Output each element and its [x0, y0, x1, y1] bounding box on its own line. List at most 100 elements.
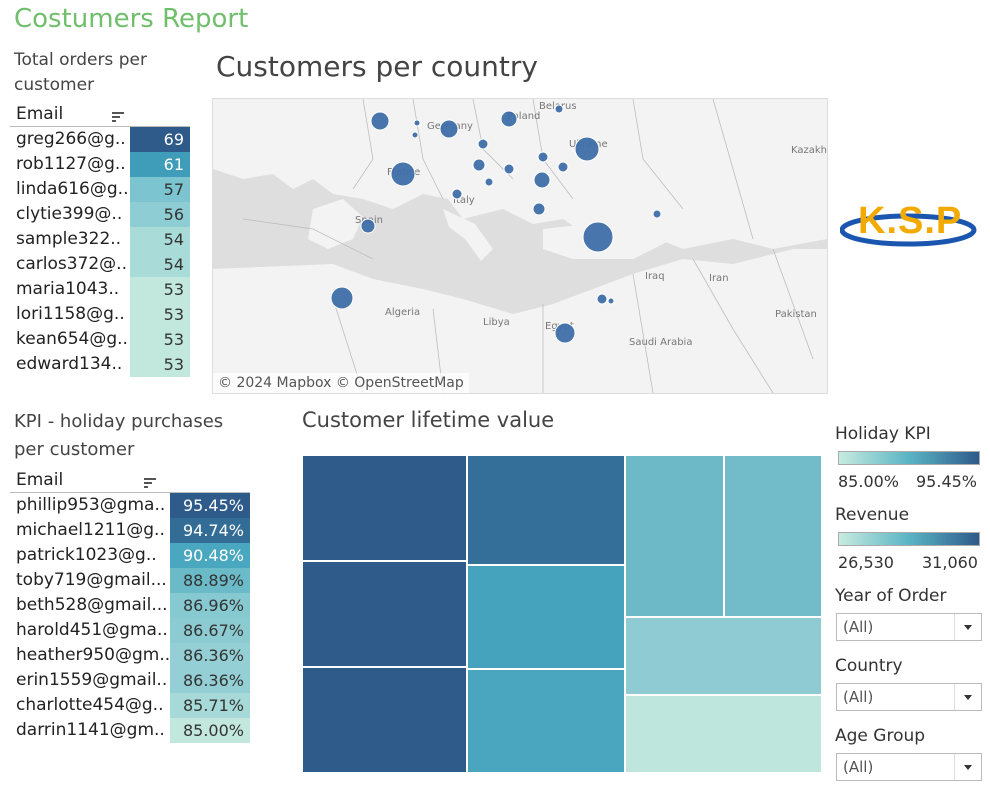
row-value-cell: 85.71% [170, 693, 250, 718]
row-value-cell: 53 [130, 327, 190, 352]
country-filter-label: Country [835, 656, 903, 676]
map-label-pakistan: Pakistan [775, 309, 817, 320]
row-value-cell: 69 [130, 127, 190, 152]
row-value-cell: 90.48% [170, 543, 250, 568]
kpi-table-body: phillip953@gma.. 95.45% michael1211@g.. 94.… [10, 493, 250, 743]
row-value-cell: 54 [130, 227, 190, 252]
map-bubble [554, 104, 564, 114]
map-bubble [390, 161, 416, 187]
table-row[interactable]: heather950@gm.. 86.36% [10, 643, 250, 668]
table-row[interactable]: greg266@g.. 69 [10, 127, 190, 152]
table-row[interactable]: beth528@gmail... 86.96% [10, 593, 250, 618]
age-group-filter-dropdown[interactable]: (All) [836, 753, 982, 781]
row-value-cell: 57 [130, 177, 190, 202]
age-group-filter-label: Age Group [835, 726, 926, 746]
map-bubble [607, 297, 615, 305]
row-email: maria1043.. [16, 279, 120, 299]
treemap-cell[interactable] [625, 455, 724, 617]
table-row[interactable]: toby719@gmail... 88.89% [10, 568, 250, 593]
kpi-section-title: KPI - holiday purchases per customer [14, 408, 223, 464]
row-email: rob1127@g.. [16, 154, 126, 174]
map-bubble [500, 110, 518, 128]
row-value-cell: 54 [130, 252, 190, 277]
chevron-down-icon[interactable] [954, 614, 981, 640]
table-row[interactable]: lori1158@g.. 53 [10, 302, 190, 327]
table-row[interactable]: patrick1023@g.. 90.48% [10, 543, 250, 568]
map-bubble [582, 221, 614, 253]
row-value-cell: 61 [130, 152, 190, 177]
lifetime-value-treemap [302, 455, 822, 773]
ksp-logo-text: K.S.P [858, 200, 963, 242]
chevron-down-icon[interactable] [954, 684, 981, 710]
treemap-cell[interactable] [625, 617, 822, 695]
holiday-kpi-min: 85.00% [838, 472, 900, 491]
table-row[interactable]: charlotte454@g.. 85.71% [10, 693, 250, 718]
table-row[interactable]: clytie399@.. 56 [10, 202, 190, 227]
table-row[interactable]: kean654@g.. 53 [10, 327, 190, 352]
row-email: sample322.. [16, 229, 122, 249]
treemap-cell[interactable] [467, 455, 625, 565]
table-row[interactable]: linda616@g.. 57 [10, 177, 190, 202]
row-email: erin1559@gmail.. [16, 670, 168, 690]
treemap-cell[interactable] [302, 455, 467, 561]
map-bubble [503, 163, 515, 175]
orders-email-header: Email [16, 104, 64, 124]
treemap-cell[interactable] [302, 667, 467, 773]
table-row[interactable]: harold451@gma.. 86.67% [10, 618, 250, 643]
row-email: lori1158@g.. [16, 304, 125, 324]
treemap-cell[interactable] [625, 695, 822, 773]
row-value-cell: 95.45% [170, 493, 250, 518]
treemap-cell[interactable] [467, 669, 625, 773]
map-bubbles [330, 104, 662, 344]
kpi-title-line1: KPI - holiday purchases [14, 411, 224, 432]
row-email: heather950@gm.. [16, 645, 171, 665]
sort-icon[interactable] [144, 478, 156, 488]
table-row[interactable]: erin1559@gmail.. 86.36% [10, 668, 250, 693]
holiday-kpi-gradient [838, 451, 980, 465]
row-value-cell: 86.67% [170, 618, 250, 643]
table-row[interactable]: darrin1141@gm.. 85.00% [10, 718, 250, 743]
customers-map[interactable]: Belarus Germany Poland Ukraine Kazakhs F… [212, 98, 828, 394]
treemap-cell[interactable] [724, 455, 822, 617]
kpi-title-line2: per customer [14, 439, 135, 460]
row-value-cell: 85.00% [170, 718, 250, 743]
map-label-poland: Poland [507, 111, 541, 122]
row-email: clytie399@.. [16, 204, 123, 224]
row-value-cell: 56 [130, 202, 190, 227]
table-row[interactable]: phillip953@gma.. 95.45% [10, 493, 250, 518]
map-bubble [472, 158, 486, 172]
table-row[interactable]: carlos372@.. 54 [10, 252, 190, 277]
table-row[interactable]: michael1211@g.. 94.74% [10, 518, 250, 543]
year-filter-dropdown[interactable]: (All) [836, 613, 982, 641]
country-filter-dropdown[interactable]: (All) [836, 683, 982, 711]
map-bubble [533, 171, 551, 189]
map-label-italy: Italy [453, 195, 475, 206]
year-filter-value: (All) [843, 618, 874, 636]
table-row[interactable]: edward134.. 53 [10, 352, 190, 377]
orders-title-line2: customer [14, 75, 95, 95]
table-row[interactable]: maria1043.. 53 [10, 277, 190, 302]
map-attribution[interactable]: © 2024 Mapbox © OpenStreetMap [213, 373, 469, 393]
row-email: darrin1141@gm.. [16, 720, 165, 740]
orders-table-body: greg266@g.. 69 rob1127@g.. 61 linda616@g.. 57… [10, 127, 190, 377]
treemap-cell[interactable] [302, 561, 467, 667]
sort-icon[interactable] [112, 112, 124, 122]
map-label-libya: Libya [483, 317, 510, 328]
table-row[interactable]: rob1127@g.. 61 [10, 152, 190, 177]
map-background [213, 99, 827, 393]
treemap-cell[interactable] [467, 565, 625, 669]
row-email: patrick1023@g.. [16, 545, 157, 565]
row-value-cell: 86.96% [170, 593, 250, 618]
row-email: greg266@g.. [16, 129, 126, 149]
row-value-cell: 53 [130, 277, 190, 302]
chevron-down-icon[interactable] [954, 754, 981, 780]
map-title: Customers per country [216, 50, 538, 83]
treemap-title: Customer lifetime value [302, 408, 555, 432]
table-row[interactable]: sample322.. 54 [10, 227, 190, 252]
map-bubble [413, 119, 421, 127]
map-bubble [439, 119, 459, 139]
row-email: edward134.. [16, 354, 123, 374]
map-label-algeria: Algeria [385, 307, 421, 318]
ksp-logo-swoosh [839, 213, 977, 247]
map-label-saudi-arabia: Saudi Arabia [629, 337, 693, 348]
